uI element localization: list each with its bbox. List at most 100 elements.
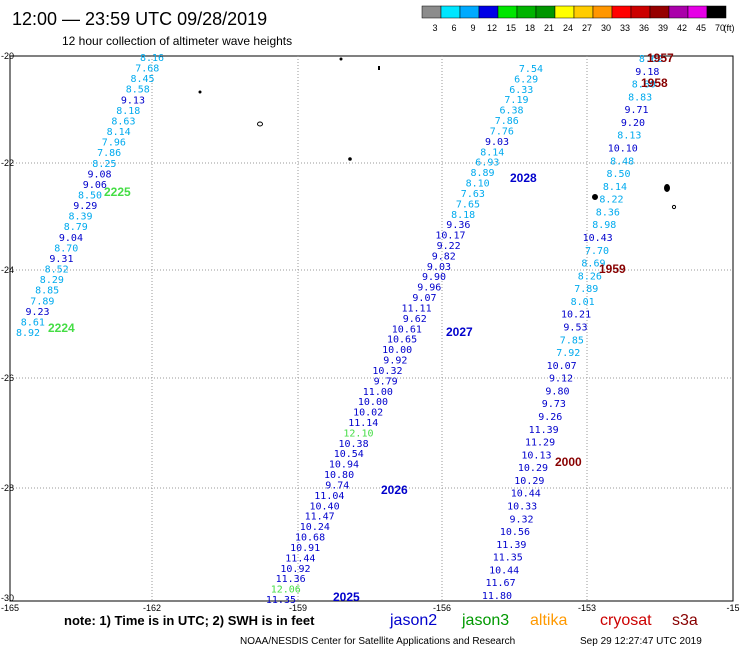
pass-label: 1959 bbox=[599, 262, 626, 276]
swh-value: 9.53 bbox=[563, 323, 587, 334]
lat-tick-label: -26 bbox=[1, 373, 14, 383]
swh-value: 8.26 bbox=[578, 271, 602, 282]
wave-tracks: 8.167.688.458.589.138.188.638.147.967.86… bbox=[16, 53, 663, 606]
pass-label: 2000 bbox=[555, 455, 582, 469]
scale-value: 6 bbox=[451, 23, 456, 33]
swh-value: 9.74 bbox=[325, 481, 349, 492]
swh-value: 8.50 bbox=[607, 169, 631, 180]
pass-label: 2026 bbox=[381, 483, 408, 497]
swh-value: 10.07 bbox=[547, 361, 577, 372]
island-marker bbox=[257, 121, 263, 127]
island-marker bbox=[339, 57, 343, 61]
legend-s3a: s3a bbox=[672, 612, 698, 629]
swh-value: 8.18 bbox=[116, 106, 140, 117]
swh-value: 11.39 bbox=[529, 425, 559, 436]
swh-value: 6.38 bbox=[500, 106, 524, 117]
lon-tick-label: -165 bbox=[1, 603, 19, 613]
scale-swatch bbox=[687, 5, 708, 19]
footer-timestamp: Sep 29 12:27:47 UTC 2019 bbox=[580, 636, 702, 647]
swh-value: 11.11 bbox=[401, 304, 431, 315]
swh-value: 10.32 bbox=[372, 366, 402, 377]
lon-tick-label: -15 bbox=[726, 603, 739, 613]
swh-value: 8.69 bbox=[581, 259, 605, 270]
swh-value: 10.24 bbox=[300, 522, 330, 533]
swh-value: 10.38 bbox=[338, 439, 368, 450]
scale-swatch bbox=[573, 5, 594, 19]
scale-value: 27 bbox=[582, 23, 592, 33]
scale-value: 9 bbox=[470, 23, 475, 33]
swh-value: 9.73 bbox=[542, 399, 566, 410]
map-frame bbox=[9, 55, 734, 602]
swh-value: 12.06 bbox=[271, 585, 301, 596]
scale-swatch bbox=[668, 5, 689, 19]
swh-value: 8.22 bbox=[599, 195, 623, 206]
swh-value: 8.14 bbox=[603, 182, 627, 193]
track-2025-2028: 7.546.296.337.196.387.867.769.038.146.93… bbox=[266, 64, 543, 606]
swh-value: 10.92 bbox=[280, 564, 310, 575]
island-marker bbox=[198, 90, 202, 94]
swh-value: 8.01 bbox=[571, 297, 595, 308]
swh-value: 11.44 bbox=[285, 553, 315, 564]
lat-tick-label: -24 bbox=[1, 265, 14, 275]
swh-value: 11.36 bbox=[276, 574, 306, 585]
swh-value: 10.94 bbox=[329, 460, 359, 471]
swh-value: 8.63 bbox=[111, 117, 135, 128]
swh-value: 10.21 bbox=[561, 310, 591, 321]
swh-value: 9.13 bbox=[121, 95, 145, 106]
swh-value: 11.47 bbox=[305, 512, 335, 523]
swh-value: 8.25 bbox=[92, 159, 116, 170]
scale-value: 15 bbox=[506, 23, 516, 33]
lat-tick-label: -22 bbox=[1, 158, 14, 168]
swh-value: 8.92 bbox=[16, 328, 40, 339]
swh-value: 7.68 bbox=[135, 64, 159, 75]
swh-value: 10.54 bbox=[334, 449, 364, 460]
swh-value: 11.29 bbox=[525, 438, 555, 449]
scale-swatch bbox=[554, 5, 575, 19]
swh-value: 8.13 bbox=[617, 131, 641, 142]
pass-label: 1958 bbox=[641, 76, 668, 90]
swh-value: 6.29 bbox=[514, 74, 538, 85]
island-marker bbox=[664, 184, 670, 192]
island-marker bbox=[671, 204, 677, 210]
swh-value: 8.29 bbox=[40, 275, 64, 286]
lon-tick-label: -153 bbox=[578, 603, 596, 613]
scale-swatch bbox=[630, 5, 651, 19]
scale-value: 24 bbox=[563, 23, 573, 33]
legend-jason2: jason2 bbox=[389, 612, 437, 629]
island-marker bbox=[378, 66, 380, 70]
swh-value: 11.35 bbox=[266, 595, 296, 606]
swh-value: 8.85 bbox=[35, 286, 59, 297]
lat-tick-label: -20 bbox=[1, 51, 14, 61]
swh-value: 10.29 bbox=[514, 476, 544, 487]
map-subtitle: 12 hour collection of altimeter wave hei… bbox=[62, 34, 292, 48]
lat-tick-label: -30 bbox=[1, 593, 14, 603]
swh-value: 10.56 bbox=[500, 527, 530, 538]
scale-swatch bbox=[421, 5, 442, 19]
pass-label: 2224 bbox=[48, 321, 75, 335]
island-marker bbox=[592, 194, 598, 200]
swh-value: 9.32 bbox=[510, 514, 534, 525]
swh-value: 8.39 bbox=[69, 212, 93, 223]
scale-value: 30 bbox=[601, 23, 611, 33]
swh-value: 9.79 bbox=[374, 376, 398, 387]
swh-value: 10.02 bbox=[353, 408, 383, 419]
swh-value: 8.52 bbox=[45, 265, 69, 276]
swh-value: 11.04 bbox=[314, 491, 344, 502]
swh-value: 7.86 bbox=[97, 148, 121, 159]
swh-value: 10.65 bbox=[387, 335, 417, 346]
swh-value: 8.50 bbox=[78, 191, 102, 202]
scale-value: 12 bbox=[487, 23, 497, 33]
lat-tick-label: -28 bbox=[1, 483, 14, 493]
swh-value: 8.48 bbox=[610, 156, 634, 167]
swh-value: 10.68 bbox=[295, 533, 325, 544]
swh-value: 6.33 bbox=[509, 85, 533, 96]
legend-altika: altika bbox=[530, 612, 567, 629]
swh-value: 8.89 bbox=[471, 168, 495, 179]
pass-label: 2025 bbox=[333, 590, 360, 604]
swh-value: 11.14 bbox=[348, 418, 378, 429]
swh-value: 7.96 bbox=[102, 138, 126, 149]
scale-value: 39 bbox=[658, 23, 668, 33]
swh-value: 10.13 bbox=[521, 450, 551, 461]
swh-value: 10.43 bbox=[583, 233, 613, 244]
